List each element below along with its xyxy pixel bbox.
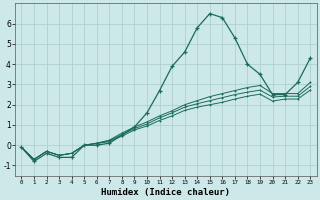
X-axis label: Humidex (Indice chaleur): Humidex (Indice chaleur) [101, 188, 230, 197]
